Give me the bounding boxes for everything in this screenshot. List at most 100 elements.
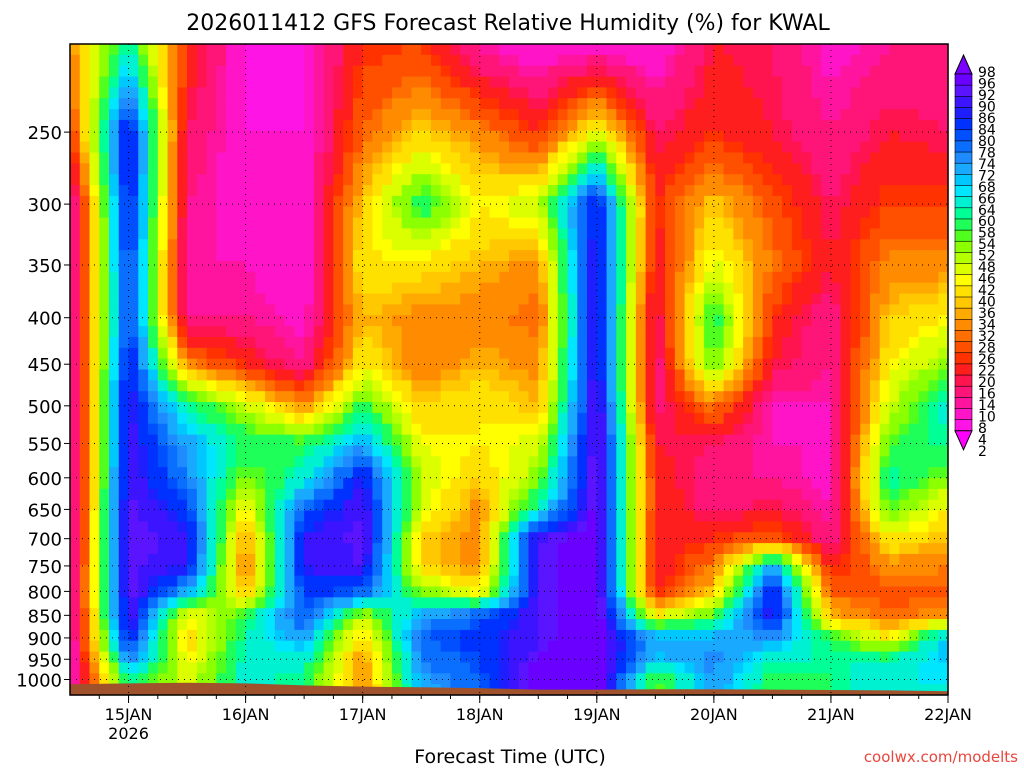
- heatmap-cell: [772, 564, 783, 577]
- heatmap-cell: [596, 87, 608, 99]
- heatmap-cell: [665, 651, 676, 664]
- heatmap-cell: [791, 217, 803, 230]
- heatmap-cell: [343, 326, 354, 338]
- heatmap-cell: [528, 369, 539, 381]
- heatmap-cell: [187, 185, 198, 197]
- heatmap-cell: [352, 195, 364, 208]
- heatmap-cell: [148, 510, 159, 522]
- heatmap-cell: [352, 282, 364, 295]
- heatmap-cell: [138, 185, 149, 197]
- heatmap-cell: [206, 412, 217, 425]
- heatmap-cell: [460, 532, 471, 544]
- heatmap-cell: [255, 423, 266, 436]
- heatmap-cell: [255, 130, 266, 143]
- heatmap-cell: [177, 98, 188, 110]
- heatmap-cell: [118, 445, 130, 457]
- heatmap-cell: [460, 217, 471, 230]
- heatmap-cell: [70, 195, 81, 208]
- heatmap-cell: [177, 76, 188, 88]
- heatmap-cell: [304, 315, 315, 327]
- heatmap-cell: [762, 564, 773, 577]
- heatmap-cell: [284, 434, 295, 447]
- heatmap-cell: [128, 391, 139, 403]
- heatmap-cell: [118, 532, 130, 544]
- heatmap-cell: [616, 347, 627, 360]
- heatmap-cell: [352, 564, 364, 577]
- heatmap-cell: [352, 141, 364, 154]
- heatmap-cell: [772, 499, 783, 512]
- heatmap-cell: [352, 456, 364, 468]
- heatmap-cell: [674, 109, 686, 121]
- heatmap-cell: [499, 369, 510, 381]
- heatmap-cell: [587, 467, 598, 479]
- heatmap-cell: [440, 532, 452, 544]
- heatmap-cell: [674, 478, 686, 490]
- heatmap-cell: [801, 195, 813, 208]
- heatmap-cell: [577, 467, 588, 479]
- heatmap-cell: [187, 326, 198, 338]
- heatmap-cell: [118, 54, 130, 67]
- heatmap-cell: [811, 250, 822, 262]
- heatmap-cell: [450, 347, 461, 360]
- heatmap-cell: [811, 651, 822, 664]
- heatmap-cell: [801, 456, 813, 468]
- heatmap-cell: [206, 478, 217, 490]
- heatmap-cell: [284, 553, 295, 566]
- heatmap-cell: [226, 608, 237, 620]
- heatmap-cell: [352, 499, 364, 512]
- heatmap-cell: [440, 662, 452, 674]
- heatmap-cell: [450, 532, 461, 544]
- heatmap-cell: [421, 98, 432, 110]
- heatmap-cell: [177, 185, 188, 197]
- heatmap-cell: [518, 76, 530, 88]
- heatmap-cell: [284, 402, 295, 414]
- heatmap-cell: [460, 673, 471, 685]
- heatmap-cell: [694, 510, 705, 522]
- heatmap-cell: [830, 315, 842, 327]
- heatmap-cell: [723, 488, 734, 501]
- heatmap-cell: [791, 553, 803, 566]
- heatmap-cell: [616, 488, 627, 501]
- heatmap-cell: [665, 109, 676, 121]
- heatmap-cell: [196, 228, 208, 240]
- heatmap-cell: [343, 44, 354, 56]
- heatmap-cell: [352, 532, 364, 544]
- heatmap-cell: [294, 391, 305, 403]
- heatmap-cell: [752, 564, 764, 577]
- heatmap-cell: [723, 163, 734, 175]
- heatmap-cell: [509, 326, 520, 338]
- heatmap-cell: [704, 673, 715, 685]
- heatmap-cell: [70, 586, 81, 598]
- heatmap-cell: [811, 532, 822, 544]
- heatmap-cell: [850, 380, 861, 392]
- heatmap-cell: [79, 185, 91, 197]
- heatmap-cell: [518, 141, 530, 154]
- heatmap-cell: [469, 141, 481, 154]
- heatmap-cell: [489, 228, 500, 240]
- heatmap-cell: [382, 608, 393, 620]
- heatmap-cell: [138, 228, 149, 240]
- heatmap-cell: [821, 412, 832, 425]
- heatmap-cell: [567, 152, 578, 164]
- heatmap-cell: [538, 119, 549, 132]
- heatmap-cell: [157, 271, 169, 284]
- heatmap-cell: [157, 315, 169, 327]
- heatmap-cell: [557, 109, 569, 121]
- heatmap-cell: [430, 369, 442, 381]
- heatmap-cell: [528, 119, 539, 132]
- heatmap-cell: [762, 217, 773, 230]
- plot-area: [70, 44, 949, 696]
- heatmap-cell: [206, 109, 217, 121]
- heatmap-cell: [548, 521, 559, 533]
- heatmap-cell: [499, 467, 510, 479]
- heatmap-cell: [265, 456, 276, 468]
- heatmap-cell: [167, 130, 178, 143]
- heatmap-cell: [89, 271, 100, 284]
- heatmap-cell: [255, 629, 266, 642]
- heatmap-cell: [538, 543, 549, 555]
- heatmap-cell: [830, 271, 842, 284]
- heatmap-cell: [177, 109, 188, 121]
- heatmap-cell: [187, 282, 198, 295]
- heatmap-cell: [109, 239, 120, 251]
- heatmap-cell: [518, 586, 530, 598]
